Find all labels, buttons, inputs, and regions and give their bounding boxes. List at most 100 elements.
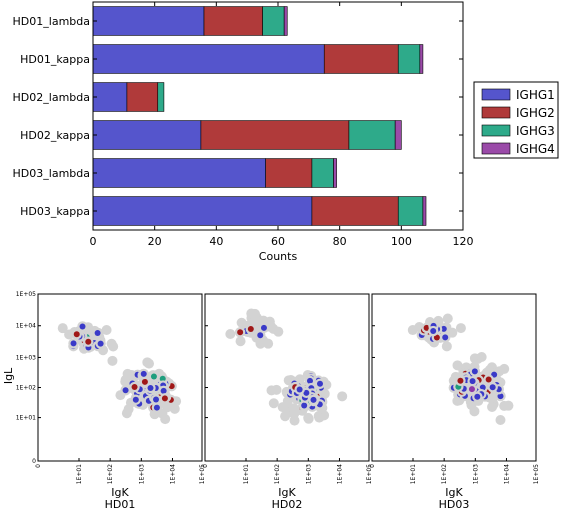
scatter-point-IGHG1 (430, 328, 437, 335)
scatter-point-unassigned (469, 406, 480, 417)
bar-category-label: HD02_kappa (20, 129, 90, 142)
bar-HD01_kappa-IGHG4 (419, 44, 424, 74)
scatter-point-unassigned (476, 351, 487, 362)
scatter-point-IGHG2 (141, 378, 148, 385)
bar-HD02_kappa-IGHG4 (394, 120, 402, 150)
scatter-point-IGHG2 (131, 384, 138, 391)
scatter-point-unassigned (57, 323, 68, 334)
bar-x-tick-label: 0 (90, 235, 97, 248)
scatter-point-unassigned (250, 315, 261, 326)
legend-swatch-IGHG4 (481, 142, 511, 155)
legend-swatch-IGHG3 (481, 124, 511, 137)
scatter-y-tick-label: 0 (32, 458, 36, 465)
scatter-x-axis-label: IgK (278, 486, 296, 499)
bar-HD03_kappa-IGHG4 (422, 196, 427, 226)
scatter-point-IGHG1 (497, 393, 504, 400)
bar-category-label: HD01_kappa (20, 53, 90, 66)
legend-swatch-IGHG2 (481, 106, 511, 119)
scatter-point-unassigned (441, 341, 452, 352)
bar-category-label: HD03_lambda (13, 167, 90, 180)
scatter-y-tick-label: 1E+03 (16, 354, 36, 361)
bar-HD03_lambda-IGHG4 (333, 158, 337, 188)
scatter-point-IGHG1 (79, 323, 86, 330)
scatter-point-IGHG1 (153, 396, 160, 403)
legend: IGHG1 IGHG2 IGHG3 IGHG4 (473, 81, 559, 159)
scatter-point-unassigned (452, 360, 463, 371)
scatter-point-IGHG1 (260, 324, 267, 331)
bar-HD01_kappa-IGHG1 (92, 44, 325, 74)
scatter-point-IGHG1 (70, 340, 77, 347)
scatter-point-IGHG1 (301, 402, 308, 409)
scatter-x-tick-label: 0 (35, 464, 42, 468)
scatter-point-IGHG2 (73, 331, 80, 338)
bar-HD02_lambda-IGHG3 (157, 82, 165, 112)
scatter-x-tick-label: 1E+02 (107, 464, 114, 484)
scatter-x-tick-label: 1E+04 (336, 464, 343, 484)
scatter-point-IGHG2 (423, 324, 430, 331)
legend-label-IGHG2: IGHG2 (516, 106, 555, 120)
bar-HD02_lambda-IGHG1 (92, 82, 128, 112)
scatter-point-IGHG1 (97, 340, 104, 347)
bar-category-label: HD01_lambda (13, 15, 90, 28)
scatter-point-unassigned (225, 329, 236, 340)
scatter-x-tick-label: 1E+04 (169, 464, 176, 484)
bar-x-tick-label: 100 (391, 235, 412, 248)
bar-plot-frame (92, 1, 464, 231)
scatter-point-IGHG1 (257, 332, 264, 339)
scatter-point-unassigned (442, 313, 453, 324)
bar-marks (92, 6, 427, 226)
scatter-point-IGHG2 (247, 325, 254, 332)
scatter-point-IGHG2 (485, 376, 492, 383)
scatter-point-unassigned (268, 398, 279, 409)
bar-HD02_lambda-IGHG2 (126, 82, 159, 112)
bar-category-labels: HD01_lambda HD01_kappa HD02_lambda HD02_kap… (13, 15, 463, 218)
scatter-panel-frame (37, 293, 203, 462)
bar-HD03_kappa-IGHG3 (397, 196, 424, 226)
bar-x-tick-label: 80 (333, 235, 347, 248)
scatter-x-tick-label: 1E+03 (472, 464, 479, 484)
bar-HD02_kappa-IGHG3 (348, 120, 396, 150)
scatter-point-unassigned (337, 391, 348, 402)
scatter-point-unassigned (303, 412, 314, 423)
scatter-x-tick-label: 1E+01 (243, 464, 250, 484)
scatter-point-IGHG2 (237, 329, 244, 336)
scatter-background-points (225, 308, 348, 426)
scatter-point-IGHG1 (491, 371, 498, 378)
scatter-point-unassigned (108, 341, 119, 352)
bar-category-label: HD03_kappa (20, 205, 90, 218)
scatter-point-IGHG2 (457, 377, 464, 384)
scatter-point-IGHG1 (469, 378, 476, 385)
scatter-point-IGHG1 (132, 396, 139, 403)
scatter-point-unassigned (123, 404, 134, 415)
scatter-point-unassigned (499, 363, 510, 374)
scatter-x-tick-label: 1E+03 (138, 464, 145, 484)
scatter-y-tick-label: 1E+02 (16, 385, 36, 392)
scatter-x-tick-label: 1E+05 (533, 464, 540, 484)
scatter-point-IGHG1 (147, 384, 154, 391)
scatter-point-unassigned (455, 323, 466, 334)
scatter-point-unassigned (64, 329, 75, 340)
scatter-x-tick-label: 1E+02 (274, 464, 281, 484)
scatter-x-tick-label: 0 (202, 464, 209, 468)
legend-label-IGHG3: IGHG3 (516, 124, 555, 138)
scatter-point-IGHG1 (317, 380, 324, 387)
scatter-panel-frame (371, 293, 537, 462)
scatter-point-IGHG1 (440, 325, 447, 332)
scatter-point-unassigned (314, 412, 325, 423)
scatter-x-axis-label: HD03 (439, 498, 470, 510)
scatter-y-tick-label: 1E+01 (16, 415, 36, 422)
scatter-point-unassigned (107, 355, 118, 366)
scatter-x-tick-label: 1E+01 (410, 464, 417, 484)
scatter-x-tick-label: 1E+04 (503, 464, 510, 484)
bar-HD02_kappa-IGHG2 (200, 120, 350, 150)
bar-HD03_lambda-IGHG3 (311, 158, 334, 188)
scatter-colored-points (68, 321, 177, 413)
stacked-bar-chart: HD01_lambda HD01_kappa HD02_lambda HD02_kap… (13, 1, 474, 263)
scatter-x-tick-label: 1E+01 (76, 464, 83, 484)
bar-x-tick-label: 120 (453, 235, 474, 248)
scatter-x-axis-label: IgK (111, 486, 129, 499)
bar-HD03_lambda-IGHG1 (92, 158, 266, 188)
bar-HD03_lambda-IGHG2 (265, 158, 313, 188)
scatter-point-unassigned (266, 385, 277, 396)
